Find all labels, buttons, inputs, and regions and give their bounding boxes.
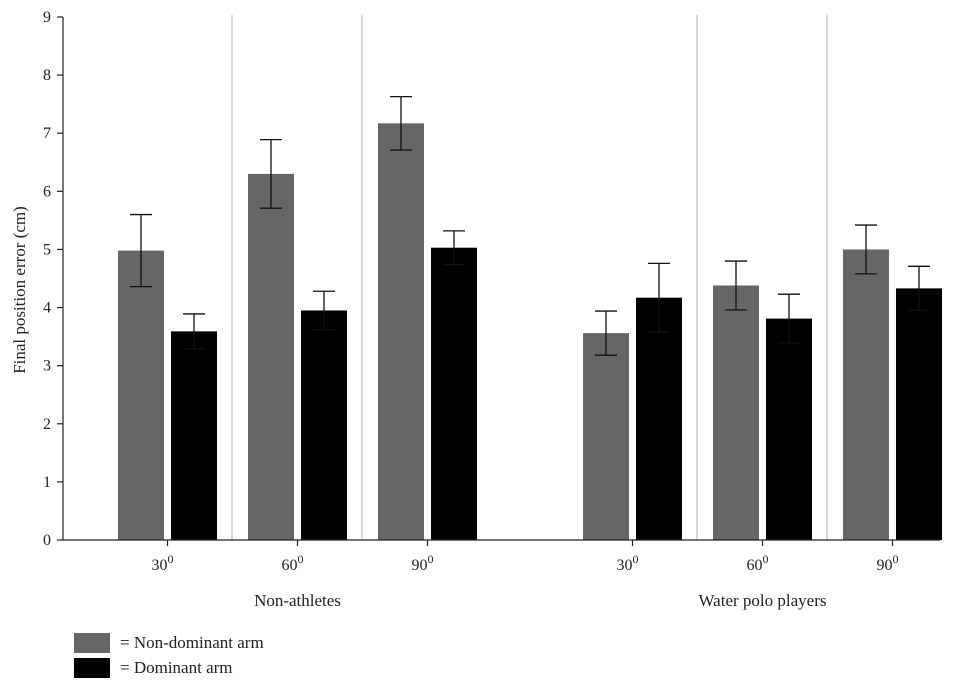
legend-swatch-non-dominant <box>74 632 110 653</box>
group-labels: Non-athletes Water polo players <box>254 591 826 610</box>
bars <box>118 123 942 541</box>
y-tick-label: 8 <box>43 67 51 84</box>
group-label-water-polo: Water polo players <box>699 591 827 610</box>
x-tick-label: 900 <box>412 552 434 574</box>
bar-water-polo <box>636 297 682 540</box>
x-tick-label: 300 <box>617 552 639 574</box>
group-label-non-athletes: Non-athletes <box>254 591 341 610</box>
x-tick-label: 900 <box>877 552 899 574</box>
group-separators <box>231 15 828 540</box>
y-ticks: 0 1 2 3 4 5 6 7 8 9 <box>43 9 63 549</box>
x-tick-label: 600 <box>747 552 769 574</box>
y-tick-label: 4 <box>43 300 51 317</box>
bar-non-athletes <box>301 310 347 540</box>
y-tick-label: 7 <box>43 125 51 142</box>
legend-item-dominant: = Dominant arm <box>74 655 264 680</box>
bar-water-polo <box>896 288 942 540</box>
axes <box>62 17 940 541</box>
x-tick-label: 300 <box>152 552 174 574</box>
y-tick-label: 9 <box>43 9 51 26</box>
x-tick-label: 600 <box>282 552 304 574</box>
bar-non-athletes <box>378 123 424 541</box>
bar-non-athletes <box>118 250 164 540</box>
chart-canvas: 0 1 2 3 4 5 6 7 8 9 300 600 900 300 600 900 Non-athlet… <box>10 9 942 610</box>
y-tick-label: 1 <box>43 474 51 491</box>
y-tick-label: 6 <box>43 183 51 200</box>
bar-non-athletes <box>431 247 477 540</box>
bar-non-athletes <box>248 173 294 540</box>
y-tick-label: 2 <box>43 416 51 433</box>
y-tick-label: 3 <box>43 358 51 375</box>
bar-water-polo <box>766 318 812 540</box>
bar-non-athletes <box>171 331 217 540</box>
bar-water-polo <box>843 249 889 540</box>
y-tick-label: 0 <box>43 532 51 549</box>
bar-water-polo <box>583 333 629 540</box>
legend-label-non-dominant: = Non-dominant arm <box>120 632 264 652</box>
legend-swatch-dominant <box>74 657 110 678</box>
x-ticks: 300 600 900 300 600 900 <box>152 540 899 574</box>
legend: = Non-dominant arm = Dominant arm <box>74 630 264 680</box>
error-bars <box>130 95 930 356</box>
legend-item-non-dominant: = Non-dominant arm <box>74 630 264 655</box>
y-tick-label: 5 <box>43 241 51 258</box>
y-axis-title: Final position error (cm) <box>10 206 29 374</box>
legend-label-dominant: = Dominant arm <box>120 657 233 677</box>
bar-water-polo <box>713 285 759 540</box>
